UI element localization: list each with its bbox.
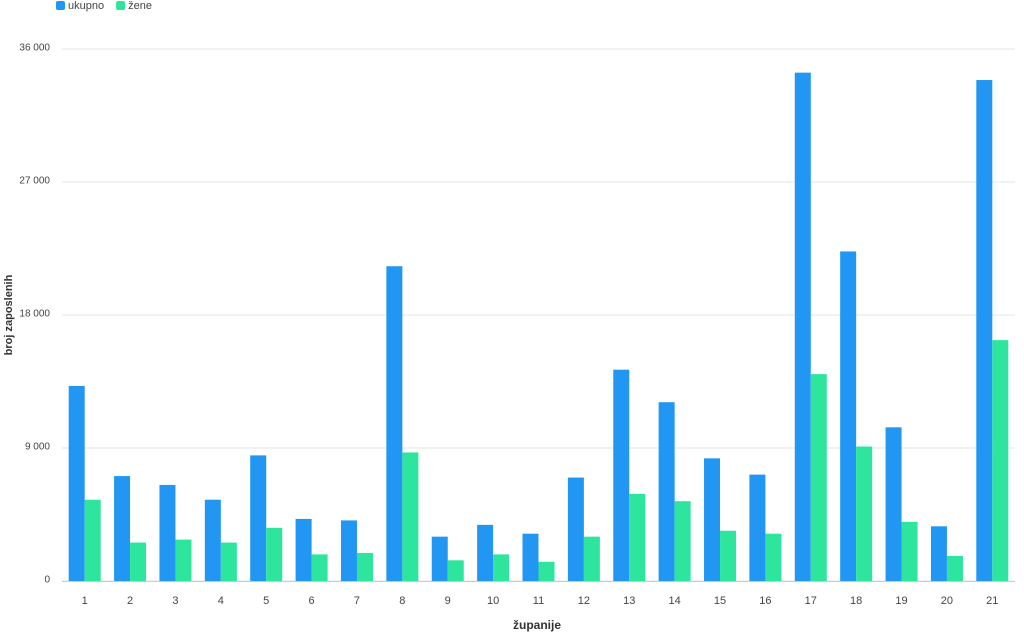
bar	[250, 455, 267, 581]
bar	[765, 533, 782, 581]
y-tick-label: 27 000	[19, 176, 50, 187]
x-tick-label: 3	[172, 595, 178, 607]
bar	[583, 536, 600, 581]
x-tick-label: 9	[445, 595, 451, 607]
bar	[159, 484, 176, 581]
bar	[946, 555, 963, 581]
bar	[204, 499, 221, 581]
bar	[810, 374, 827, 581]
bar	[493, 554, 510, 581]
x-axis-title: županije	[513, 618, 561, 632]
bar	[130, 542, 147, 581]
bar	[856, 446, 873, 581]
bar	[431, 536, 448, 581]
bar	[976, 80, 993, 582]
x-tick-label: 18	[850, 595, 862, 607]
bar	[340, 520, 357, 581]
legend-swatch	[56, 1, 65, 10]
x-tick-label: 6	[309, 595, 315, 607]
bar	[538, 561, 555, 581]
x-tick-label: 11	[533, 595, 544, 607]
y-tick-label: 9 000	[25, 442, 50, 453]
bar	[522, 533, 539, 581]
x-tick-label: 4	[218, 595, 224, 607]
bar	[356, 552, 373, 581]
x-tick-label: 12	[578, 595, 590, 607]
x-tick-label: 19	[895, 595, 907, 607]
x-tick-label: 2	[127, 595, 133, 607]
bar	[658, 402, 675, 581]
x-tick-label: 8	[399, 595, 405, 607]
bar	[114, 476, 131, 581]
x-tick-label: 17	[805, 595, 817, 607]
bar	[930, 526, 947, 581]
bar	[720, 530, 737, 581]
bar	[901, 521, 918, 581]
bar	[749, 474, 766, 581]
bar	[447, 560, 464, 581]
y-tick-label: 0	[44, 575, 50, 586]
x-tick-label: 20	[941, 595, 953, 607]
bar	[295, 518, 312, 581]
bar	[175, 539, 192, 581]
bar	[794, 72, 811, 582]
x-tick-label: 1	[82, 595, 88, 607]
bar	[220, 542, 237, 581]
x-tick-label: 7	[354, 595, 360, 607]
x-tick-label: 21	[986, 595, 998, 607]
y-tick-label: 36 000	[19, 43, 50, 54]
bar	[266, 527, 283, 581]
bar	[629, 493, 646, 581]
bar	[84, 499, 101, 581]
legend-label: ukupno	[68, 0, 104, 12]
x-tick-label: 5	[263, 595, 269, 607]
bar	[704, 458, 721, 581]
bar	[477, 524, 494, 581]
bar	[613, 369, 630, 581]
legend-swatch	[116, 1, 126, 10]
bar	[840, 251, 857, 581]
bar	[567, 477, 584, 581]
bar	[992, 340, 1009, 581]
bar	[402, 452, 419, 581]
bar	[674, 501, 691, 581]
x-tick-label: 14	[669, 595, 681, 607]
y-axis-title: broj zaposlenih	[3, 274, 15, 355]
x-tick-label: 16	[759, 595, 771, 607]
bar	[68, 385, 85, 581]
y-tick-label: 18 000	[19, 309, 50, 320]
bar	[311, 554, 328, 581]
legend-label: žene	[128, 0, 152, 12]
bar	[386, 266, 403, 581]
bar	[885, 427, 902, 581]
x-tick-label: 13	[623, 595, 635, 607]
x-tick-label: 15	[714, 595, 726, 607]
x-tick-label: 10	[487, 595, 499, 607]
